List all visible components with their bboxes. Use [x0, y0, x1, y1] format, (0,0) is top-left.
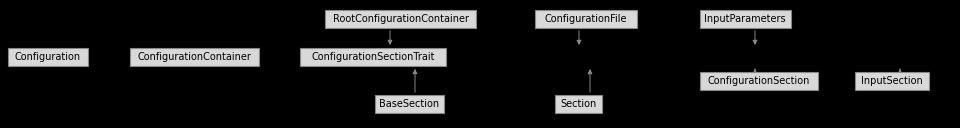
Text: Configuration: Configuration	[14, 52, 81, 62]
Text: BaseSection: BaseSection	[379, 99, 440, 109]
Text: ConfigurationSectionTrait: ConfigurationSectionTrait	[311, 52, 435, 62]
FancyBboxPatch shape	[130, 48, 259, 66]
Text: RootConfigurationContainer: RootConfigurationContainer	[332, 14, 468, 24]
Text: ConfigurationFile: ConfigurationFile	[544, 14, 627, 24]
FancyBboxPatch shape	[700, 10, 790, 28]
Text: ConfigurationContainer: ConfigurationContainer	[137, 52, 252, 62]
FancyBboxPatch shape	[535, 10, 636, 28]
Text: InputSection: InputSection	[861, 76, 923, 86]
Text: Section: Section	[560, 99, 596, 109]
FancyBboxPatch shape	[8, 48, 87, 66]
FancyBboxPatch shape	[300, 48, 445, 66]
FancyBboxPatch shape	[855, 72, 929, 90]
FancyBboxPatch shape	[325, 10, 476, 28]
FancyBboxPatch shape	[555, 95, 602, 113]
FancyBboxPatch shape	[375, 95, 444, 113]
Text: InputParameters: InputParameters	[705, 14, 786, 24]
FancyBboxPatch shape	[700, 72, 818, 90]
Text: ConfigurationSection: ConfigurationSection	[708, 76, 810, 86]
